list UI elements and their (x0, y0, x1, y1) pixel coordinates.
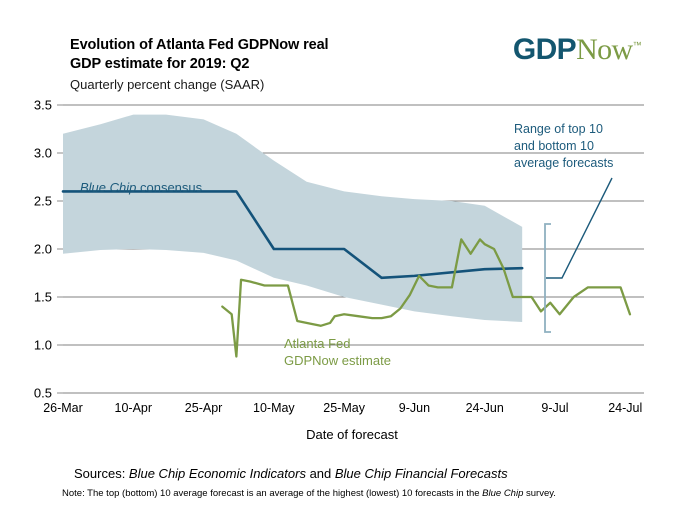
chart-subtitle: Quarterly percent change (SAAR) (70, 77, 265, 93)
sources-middle: and (305, 466, 335, 481)
note-text: Note: The top (bottom) 10 average foreca… (62, 488, 556, 499)
note-prefix: Note: The top (bottom) 10 average foreca… (62, 488, 483, 499)
title-line-1: Evolution of Atlanta Fed GDPNow real (70, 37, 329, 53)
x-axis-tick-label: 24-Jun (466, 401, 504, 415)
x-axis-tick-label: 25-May (323, 401, 365, 415)
x-axis-tick-label: 9-Jun (399, 401, 430, 415)
range-annotation-line2: and bottom 10 (514, 139, 594, 153)
y-axis-tick-label: 1.0 (34, 338, 52, 353)
blue-chip-italic-text: Blue Chip (80, 180, 136, 195)
x-axis-tick-label: 26-Mar (43, 401, 83, 415)
blue-chip-consensus-line (61, 190, 524, 280)
page-title: Evolution of Atlanta Fed GDPNow real GDP… (70, 36, 400, 74)
x-axis-labels: 26-Mar 10-Apr 25-Apr 10-May 25-May 9-Jun 24-Ju… (43, 401, 642, 415)
y-axis-tick-label: 3.0 (34, 146, 52, 161)
x-axis-tick-label: 10-Apr (115, 401, 153, 415)
logo-trademark-icon: ™ (632, 40, 642, 50)
y-axis-tick-label: 3.5 (34, 98, 52, 113)
y-axis-tick-label: 1.5 (34, 290, 52, 305)
x-axis-tick-label: 24-Jul (608, 401, 642, 415)
sources-italic-1: Blue Chip Economic Indicators (128, 466, 306, 481)
blue-chip-annotation: Blue Chip consensus (80, 180, 203, 195)
x-axis-tick-label: 9-Jul (541, 401, 568, 415)
y-axis-tick-label: 2.0 (34, 242, 52, 257)
gdpnow-annotation-line1: Atlanta Fed (284, 336, 351, 351)
y-axis-tick-label: 2.5 (34, 194, 52, 209)
y-axis-tick-label: 0.5 (34, 386, 52, 401)
sources-prefix: Sources: (74, 466, 129, 481)
range-annotation-line3: average forecasts (514, 156, 613, 170)
gdpnow-logo: GDPNow™ (512, 33, 642, 67)
y-axis-labels: 0.5 1.0 1.5 2.0 2.5 3.0 3.5 (34, 98, 52, 401)
note-italic: Blue Chip (482, 488, 524, 499)
range-bracket (544, 177, 613, 333)
gdpnow-annotation-line2: GDPNow estimate (284, 353, 391, 368)
x-axis-tick-label: 25-Apr (185, 401, 223, 415)
range-annotation-line1: Range of top 10 (514, 122, 603, 136)
logo-now-text: Now (576, 33, 633, 66)
title-line-2: GDP estimate for 2019: Q2 (70, 56, 250, 73)
gdpnow-estimate-line (221, 238, 632, 358)
logo-gdp-text: GDP (512, 33, 577, 66)
y-axis-ticks (57, 104, 63, 394)
note-suffix: survey. (523, 488, 556, 499)
title-block: Evolution of Atlanta Fed GDPNow real GDP… (70, 36, 400, 92)
sources-italic-2: Blue Chip Financial Forecasts (334, 466, 508, 481)
x-axis-title: Date of forecast (306, 427, 398, 442)
sources-text: Sources: Blue Chip Economic Indicators a… (74, 466, 508, 481)
x-axis-tick-label: 10-May (253, 401, 295, 415)
forecast-range-band (63, 114, 523, 322)
blue-chip-rest-text: consensus (136, 180, 202, 195)
